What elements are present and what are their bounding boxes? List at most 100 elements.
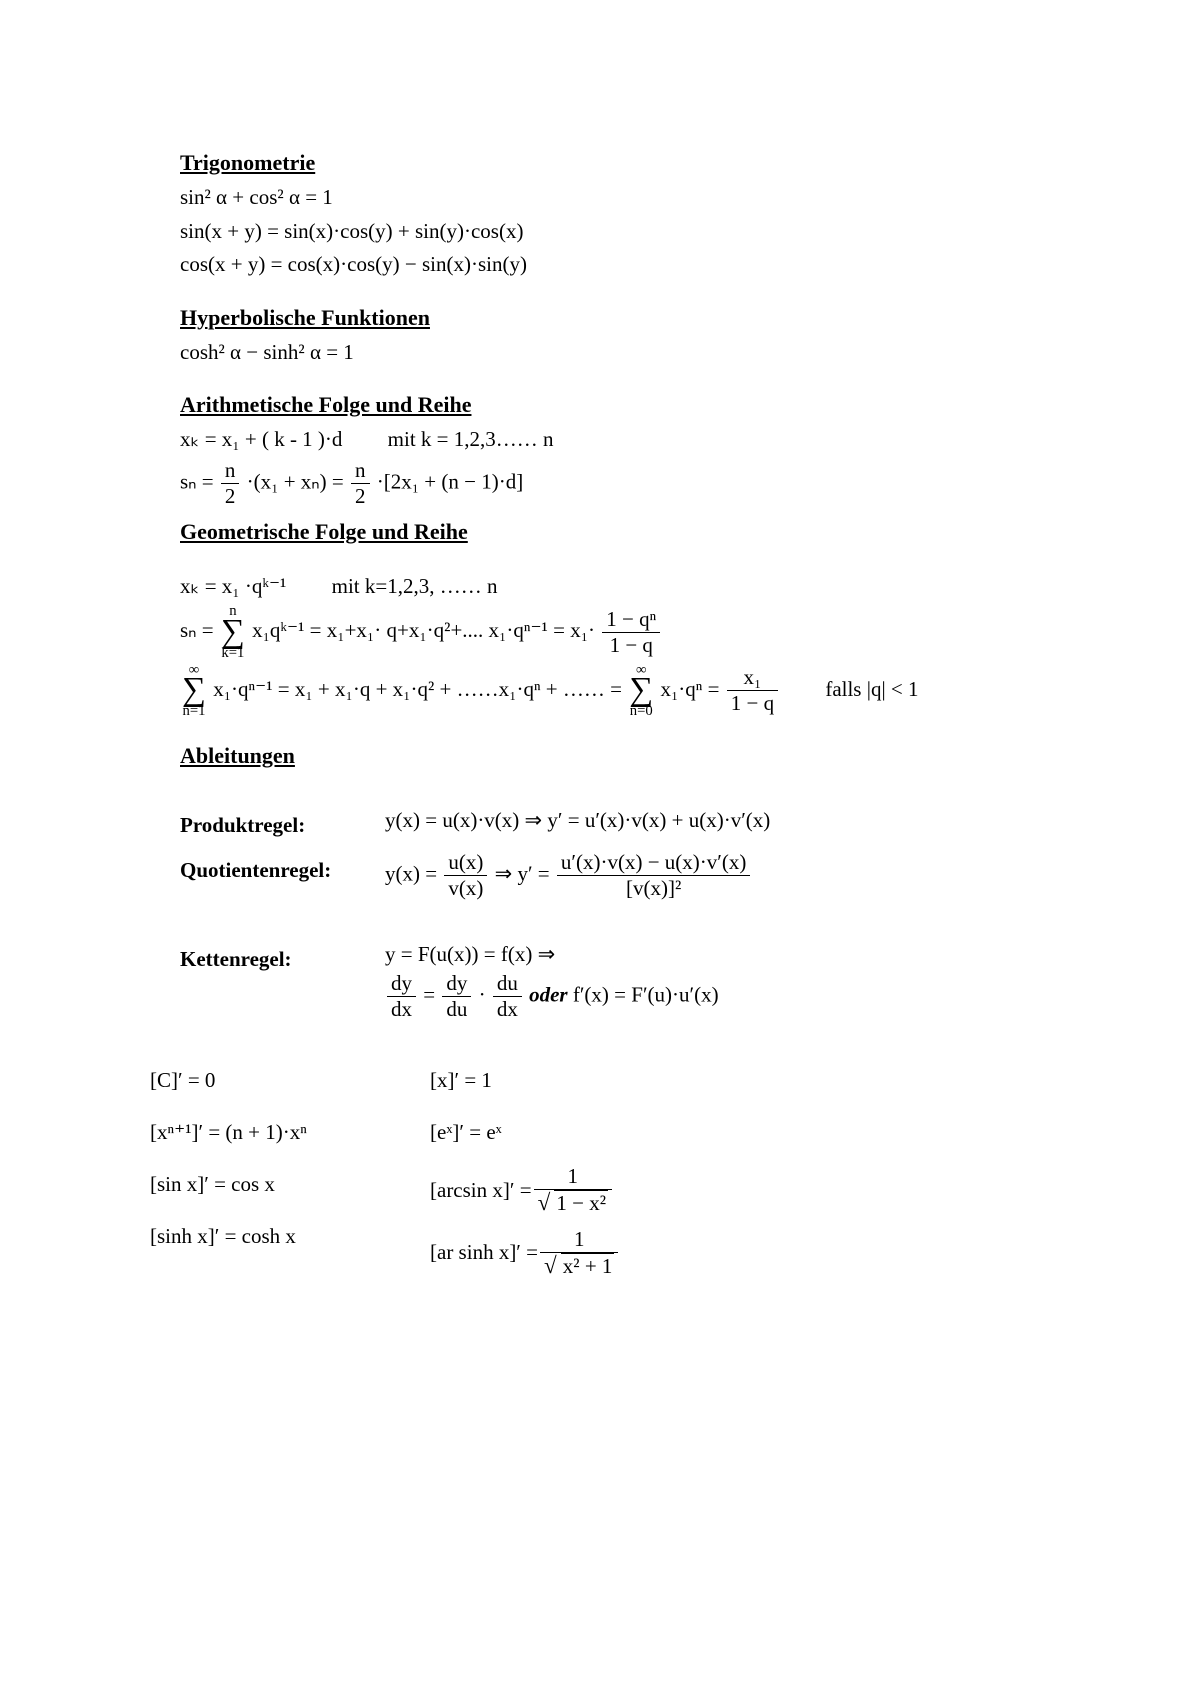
quot-frac1-num: u(x) [444,850,487,876]
heading-geometrische: Geometrische Folge und Reihe [180,519,1020,545]
geom-eq-1: xₖ = x₁ ·qᵏ⁻¹ mit k=1,2,3, …… n [180,571,1020,603]
sigma-icon: ∑ [182,677,206,704]
geom-eq3-condition: falls |q| < 1 [825,677,918,701]
deriv-power: [xⁿ⁺¹]′ = (n + 1)·xⁿ [150,1112,430,1154]
quot-lhs: y(x) = [385,861,442,885]
arith-frac-1: n 2 [221,458,240,509]
arcsin-num: 1 [534,1164,612,1190]
heading-ableitungen: Ableitungen [180,743,1020,769]
geom-sum-3: ∞ ∑ n=0 [629,663,653,719]
heading-hyperbolische: Hyperbolische Funktionen [180,305,1020,331]
arith-frac1-den: 2 [221,484,240,509]
chain-line2b: f′(x) = F′(u)·u′(x) [573,982,719,1006]
trig-eq-2: sin(x + y) = sin(x)·cos(y) + sin(y)·cos(… [180,216,1020,248]
arith-eq2-post: ·[2x₁ + (n − 1)·d] [377,469,523,493]
chain-frac3-num: du [493,971,522,997]
chain-frac2-num: dy [442,971,471,997]
geom-eq3-body2: x₁·qⁿ = [660,677,724,701]
arith-eq1-rhs: mit k = 1,2,3…… n [388,427,554,451]
geom-eq1-rhs: mit k=1,2,3, …… n [332,574,498,598]
page: Trigonometrie sin² α + cos² α = 1 sin(x … [0,0,1200,1439]
geom-frac2-num: x₁ [727,665,778,691]
sqrt-icon: 1 − x² [538,1190,608,1216]
deriv-sinh: [sinh x]′ = cosh x [150,1216,430,1258]
geom-frac-1: 1 − qⁿ 1 − q [602,607,660,658]
arith-eq2-mid: ·(x₁ + xₙ) = [247,469,349,493]
geom-sum1-bot: k=1 [221,646,245,661]
chain-frac-3: du dx [493,971,522,1022]
quot-frac2-num: u′(x)·v(x) − u(x)·v′(x) [557,850,750,876]
quot-frac-1: u(x) v(x) [444,850,487,901]
arith-eq2-pre: sₙ = [180,469,219,493]
sigma-icon: ∑ [629,677,653,704]
derivative-table: [C]′ = 0 [xⁿ⁺¹]′ = (n + 1)·xⁿ [sin x]′ =… [150,1050,1020,1289]
arcsin-den: 1 − x² [534,1190,612,1216]
quot-frac2-den: [v(x)]² [557,876,750,901]
arith-frac2-num: n [351,458,370,484]
arith-frac-2: n 2 [351,458,370,509]
chain-frac1-den: dx [387,997,416,1022]
chain-frac-1: dy dx [387,971,416,1022]
produktregel-body: y(x) = u(x)·v(x) ⇒ y′ = u′(x)·v(x) + u(x… [385,805,770,837]
arsinh-lhs: [ar sinh x]′ = [430,1237,538,1269]
chain-line-1: y = F(u(x)) = f(x) ⇒ [385,939,719,971]
arcsin-radicand: 1 − x² [554,1190,608,1216]
deriv-sin: [sin x]′ = cos x [150,1164,430,1206]
deriv-col-1: [C]′ = 0 [xⁿ⁺¹]′ = (n + 1)·xⁿ [sin x]′ =… [150,1050,430,1289]
deriv-col-2: [x]′ = 1 [eˣ]′ = eˣ [arcsin x]′ = 1 1 − … [430,1050,710,1289]
arsinh-den: x² + 1 [540,1253,618,1279]
quot-arrow: ⇒ y′ = [495,861,555,885]
geom-eq2-body: x₁qᵏ⁻¹ = x₁+x₁· q+x₁·q²+.... x₁·qⁿ⁻¹ = x… [252,618,595,642]
geom-sum2-bot: n=1 [182,704,206,719]
arith-frac2-den: 2 [351,484,370,509]
deriv-arsinh: [ar sinh x]′ = 1 x² + 1 [430,1227,710,1279]
chain-line-2: dy dx = dy du · du dx oder f′(x) = F′(u)… [385,971,719,1022]
hyper-eq-1: cosh² α − sinh² α = 1 [180,337,1020,369]
deriv-arcsin: [arcsin x]′ = 1 1 − x² [430,1164,710,1216]
geom-sum3-bot: n=0 [629,704,653,719]
geom-eq1-lhs: xₖ = x₁ ·qᵏ⁻¹ [180,574,286,598]
trig-eq-1: sin² α + cos² α = 1 [180,182,1020,214]
trig-eq-3: cos(x + y) = cos(x)·cos(y) − sin(x)·sin(… [180,249,1020,281]
geom-frac2-den: 1 − q [727,691,778,716]
deriv-c: [C]′ = 0 [150,1060,430,1102]
geom-eq-2: sₙ = n ∑ k=1 x₁qᵏ⁻¹ = x₁+x₁· q+x₁·q²+...… [180,604,1020,660]
geom-frac1-num: 1 − qⁿ [602,607,660,633]
arcsin-frac: 1 1 − x² [534,1164,612,1216]
arsinh-num: 1 [540,1227,618,1253]
geom-eq3-body1: x₁·qⁿ⁻¹ = x₁ + x₁·q + x₁·q² + ……x₁·qⁿ + … [213,677,627,701]
quotientenregel-label: Quotientenregel: [180,850,385,883]
kettenregel-body: y = F(u(x)) = f(x) ⇒ dy dx = dy du · du … [385,939,719,1022]
kettenregel-label: Kettenregel: [180,939,385,972]
geom-frac-2: x₁ 1 − q [727,665,778,716]
arith-eq-2: sₙ = n 2 ·(x₁ + xₙ) = n 2 ·[2x₁ + (n − 1… [180,458,1020,509]
deriv-x: [x]′ = 1 [430,1060,710,1102]
heading-trigonometrie: Trigonometrie [180,150,1020,176]
chain-frac1-num: dy [387,971,416,997]
chain-frac3-den: dx [493,997,522,1022]
arith-eq1-lhs: xₖ = x₁ + ( k - 1 )·d [180,427,342,451]
arith-eq-1: xₖ = x₁ + ( k - 1 )·d mit k = 1,2,3…… n [180,424,1020,456]
arcsin-lhs: [arcsin x]′ = [430,1175,532,1207]
geom-sum-2: ∞ ∑ n=1 [182,663,206,719]
arsinh-radicand: x² + 1 [561,1253,615,1279]
deriv-exp: [eˣ]′ = eˣ [430,1112,710,1154]
sqrt-icon: x² + 1 [544,1253,614,1279]
chain-eq1: = [423,982,440,1006]
quot-frac1-den: v(x) [444,876,487,901]
arith-frac1-num: n [221,458,240,484]
kettenregel-row: Kettenregel: y = F(u(x)) = f(x) ⇒ dy dx … [180,939,1020,1022]
heading-arithmetische: Arithmetische Folge und Reihe [180,392,1020,418]
chain-oder: oder [529,982,573,1006]
sigma-icon: ∑ [221,619,245,646]
geom-eq2-lhs: sₙ = [180,618,219,642]
geom-eq-3: ∞ ∑ n=1 x₁·qⁿ⁻¹ = x₁ + x₁·q + x₁·q² + ……… [180,663,1020,719]
quotientenregel-body: y(x) = u(x) v(x) ⇒ y′ = u′(x)·v(x) − u(x… [385,850,752,901]
geom-frac1-den: 1 − q [602,633,660,658]
quot-frac-2: u′(x)·v(x) − u(x)·v′(x) [v(x)]² [557,850,750,901]
produktregel-row: Produktregel: y(x) = u(x)·v(x) ⇒ y′ = u′… [180,805,1020,838]
chain-frac-2: dy du [442,971,471,1022]
chain-frac2-den: du [442,997,471,1022]
geom-sum-1: n ∑ k=1 [221,604,245,660]
produktregel-label: Produktregel: [180,805,385,838]
